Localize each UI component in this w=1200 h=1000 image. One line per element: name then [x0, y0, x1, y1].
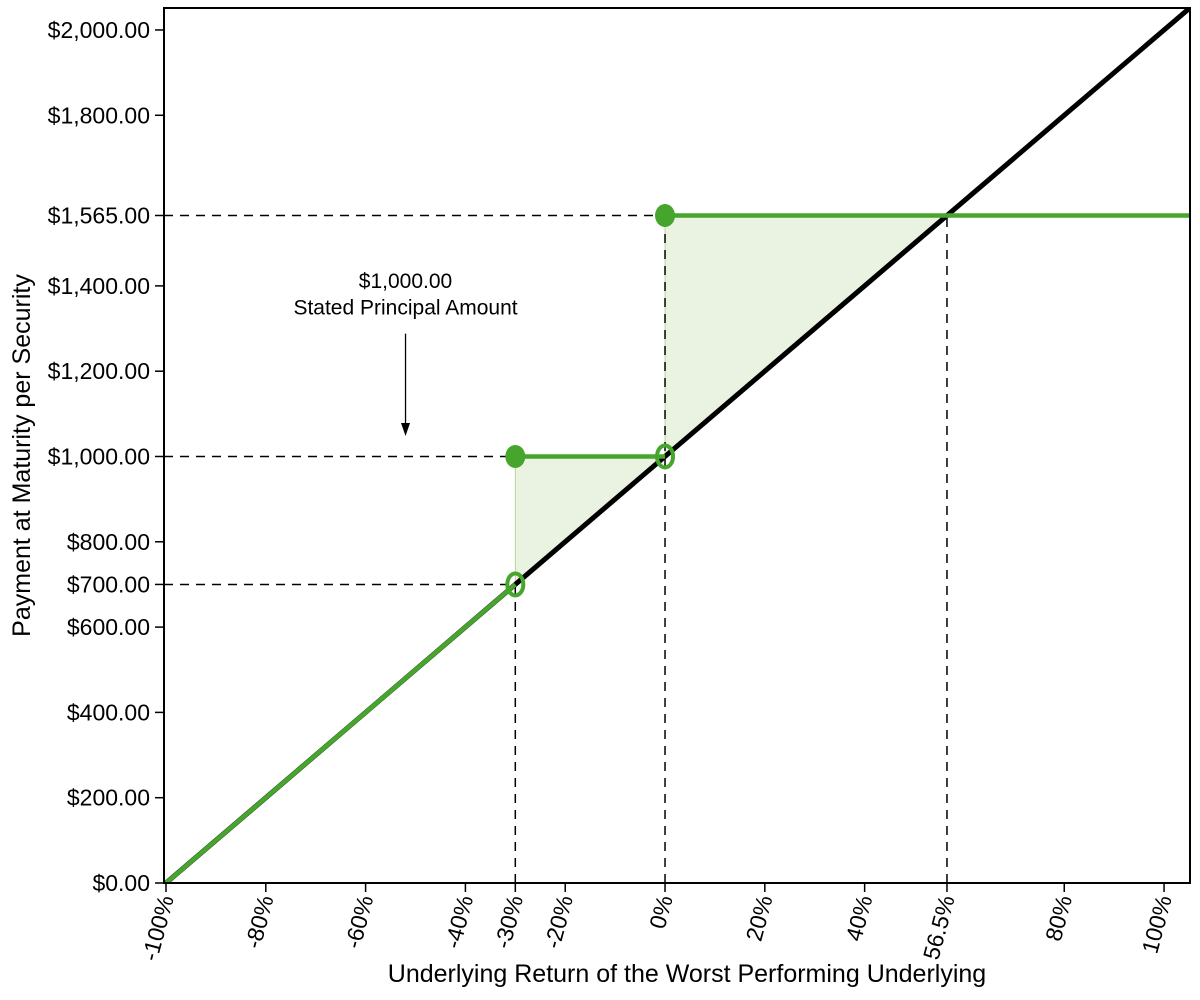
x-tick-label: 20% [741, 893, 778, 944]
y-tick-label: $0.00 [92, 870, 150, 896]
payment-at-maturity-line [164, 582, 517, 883]
x-tick-label: 100% [1137, 893, 1177, 957]
y-tick-label: $700.00 [67, 571, 150, 597]
y-axis-title: Payment at Maturity per Security [8, 274, 36, 637]
x-tick-label: -30% [489, 893, 528, 952]
y-tick-label: $2,000.00 [48, 17, 150, 43]
x-tick-label: 80% [1040, 893, 1077, 944]
annotation-line1: $1,000.00 [359, 270, 452, 293]
x-tick-label: 56.5% [918, 893, 960, 963]
y-tick-label: $1,400.00 [48, 273, 150, 299]
plot-area [164, 8, 1190, 883]
y-tick-label: $1,200.00 [48, 358, 150, 384]
y-tick-label: $600.00 [67, 614, 150, 640]
plot-border [163, 7, 1191, 884]
x-tick-label: 40% [840, 893, 877, 944]
annotation-arrow-head [401, 423, 411, 437]
y-tick-label: $1,565.00 [48, 203, 150, 229]
marker-open-dot [655, 443, 676, 470]
y-tick-label: $200.00 [67, 785, 150, 811]
y-tick-label: $1,000.00 [48, 443, 150, 469]
x-axis-title: Underlying Return of the Worst Performin… [388, 960, 986, 988]
marker-filled-dot [505, 444, 526, 468]
x-tick-label: -80% [240, 893, 279, 952]
marker-filled-dot [655, 204, 676, 228]
y-tick-label: $800.00 [67, 529, 150, 555]
x-tick-label: -40% [439, 893, 478, 952]
x-tick-label: -100% [137, 893, 179, 964]
marker-open-dot [505, 571, 526, 598]
x-tick-label: -60% [339, 893, 378, 952]
y-tick-label: $400.00 [67, 699, 150, 725]
y-tick-label: $1,800.00 [48, 102, 150, 128]
x-tick-label: -20% [539, 893, 578, 952]
annotation-line2: Stated Principal Amount [293, 296, 517, 319]
x-tick-label: 0% [644, 893, 678, 932]
